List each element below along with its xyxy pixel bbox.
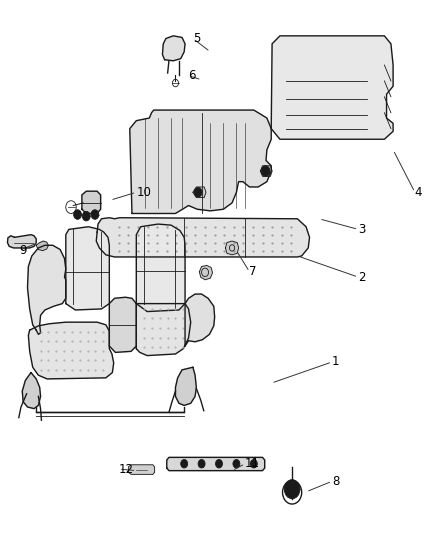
Polygon shape bbox=[28, 245, 66, 334]
Text: 4: 4 bbox=[415, 186, 422, 199]
Text: 12: 12 bbox=[119, 463, 134, 475]
Circle shape bbox=[74, 210, 81, 219]
Polygon shape bbox=[136, 304, 191, 356]
Text: 9: 9 bbox=[19, 244, 26, 257]
Text: 8: 8 bbox=[332, 475, 339, 488]
Circle shape bbox=[91, 210, 99, 219]
Circle shape bbox=[251, 459, 257, 468]
Polygon shape bbox=[110, 297, 136, 352]
Polygon shape bbox=[185, 294, 215, 346]
Polygon shape bbox=[199, 265, 212, 280]
Polygon shape bbox=[66, 227, 110, 310]
Polygon shape bbox=[260, 166, 272, 176]
Polygon shape bbox=[136, 224, 185, 312]
Circle shape bbox=[82, 212, 90, 221]
Polygon shape bbox=[226, 241, 239, 255]
Polygon shape bbox=[22, 373, 41, 409]
Circle shape bbox=[194, 188, 202, 197]
Polygon shape bbox=[28, 322, 114, 379]
Polygon shape bbox=[82, 191, 101, 214]
Circle shape bbox=[215, 459, 223, 468]
Polygon shape bbox=[130, 110, 271, 214]
Text: 6: 6 bbox=[188, 69, 196, 82]
Polygon shape bbox=[36, 241, 48, 251]
Polygon shape bbox=[162, 36, 185, 61]
Polygon shape bbox=[271, 36, 393, 139]
Polygon shape bbox=[96, 217, 310, 257]
Polygon shape bbox=[128, 465, 155, 474]
Text: 3: 3 bbox=[358, 223, 366, 236]
Polygon shape bbox=[7, 235, 36, 248]
Circle shape bbox=[261, 166, 270, 176]
Polygon shape bbox=[176, 367, 196, 406]
Text: 11: 11 bbox=[245, 457, 260, 470]
Circle shape bbox=[284, 480, 300, 499]
Circle shape bbox=[198, 459, 205, 468]
Text: 1: 1 bbox=[332, 356, 339, 368]
Text: 5: 5 bbox=[193, 32, 200, 45]
Polygon shape bbox=[193, 187, 206, 198]
Text: 7: 7 bbox=[250, 265, 257, 278]
Text: 2: 2 bbox=[358, 271, 366, 284]
Circle shape bbox=[181, 459, 187, 468]
Text: 10: 10 bbox=[136, 186, 151, 199]
Polygon shape bbox=[167, 457, 265, 471]
Circle shape bbox=[233, 459, 240, 468]
